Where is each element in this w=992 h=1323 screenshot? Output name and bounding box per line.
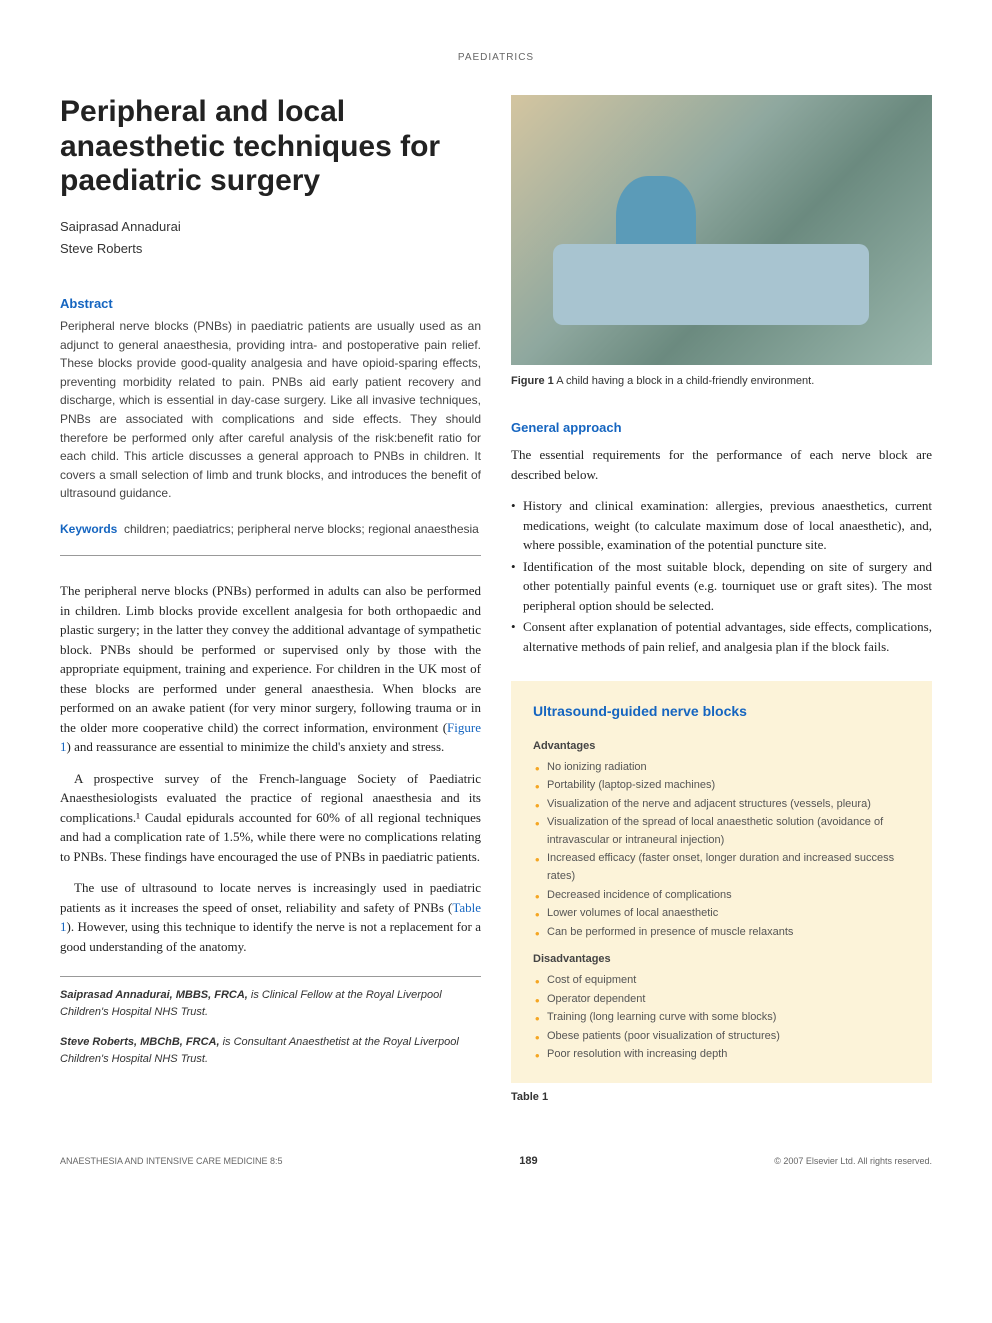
list-item: Poor resolution with increasing depth <box>533 1046 910 1064</box>
authors-block: Saiprasad Annadurai Steve Roberts <box>60 217 481 259</box>
info-box-title: Ultrasound-guided nerve blocks <box>533 701 910 722</box>
article-title: Peripheral and local anaesthetic techniq… <box>60 95 481 199</box>
author-name: Saiprasad Annadurai <box>60 217 481 237</box>
page-number: 189 <box>519 1153 537 1170</box>
author-bio: Saiprasad Annadurai, MBBS, FRCA, is Clin… <box>60 987 481 1020</box>
right-column: Figure 1 A child having a block in a chi… <box>511 95 932 1105</box>
author-bio: Steve Roberts, MBChB, FRCA, is Consultan… <box>60 1034 481 1067</box>
list-item: Identification of the most suitable bloc… <box>511 557 932 616</box>
keywords-block: Keywords children; paediatrics; peripher… <box>60 519 481 539</box>
author-bios: Saiprasad Annadurai, MBBS, FRCA, is Clin… <box>60 976 481 1067</box>
body-paragraph: A prospective survey of the French-langu… <box>60 769 481 867</box>
disadvantages-list: Cost of equipment Operator dependent Tra… <box>533 972 910 1064</box>
approach-list: History and clinical examination: allerg… <box>511 496 932 656</box>
footer-copyright: © 2007 Elsevier Ltd. All rights reserved… <box>774 1155 932 1169</box>
list-item: No ionizing radiation <box>533 759 910 777</box>
section-heading: General approach <box>511 418 932 438</box>
list-item: Can be performed in presence of muscle r… <box>533 924 910 942</box>
category-header: PAEDIATRICS <box>60 50 932 65</box>
figure-caption: Figure 1 A child having a block in a chi… <box>511 373 932 390</box>
list-item: Visualization of the spread of local ana… <box>533 814 910 849</box>
body-paragraph: The use of ultrasound to locate nerves i… <box>60 878 481 956</box>
figure-label: Figure 1 <box>511 375 554 387</box>
bio-name: Saiprasad Annadurai, MBBS, FRCA, <box>60 989 248 1001</box>
para-text: The use of ultrasound to locate nerves i… <box>60 880 481 915</box>
abstract-heading: Abstract <box>60 294 481 314</box>
abstract-text: Peripheral nerve blocks (PNBs) in paedia… <box>60 317 481 503</box>
list-item: Decreased incidence of complications <box>533 887 910 905</box>
list-item: Portability (laptop-sized machines) <box>533 777 910 795</box>
page-footer: ANAESTHESIA AND INTENSIVE CARE MEDICINE … <box>60 1145 932 1170</box>
list-item: Obese patients (poor visualization of st… <box>533 1028 910 1046</box>
list-item: Lower volumes of local anaesthetic <box>533 905 910 923</box>
left-column: Peripheral and local anaesthetic techniq… <box>60 95 481 1105</box>
section-intro: The essential requirements for the perfo… <box>511 445 932 484</box>
info-box: Ultrasound-guided nerve blocks Advantage… <box>511 681 932 1083</box>
keywords-label: Keywords <box>60 522 117 536</box>
list-item: Operator dependent <box>533 991 910 1009</box>
list-item: Visualization of the nerve and adjacent … <box>533 796 910 814</box>
list-item: Increased efficacy (faster onset, longer… <box>533 850 910 885</box>
list-item: Training (long learning curve with some … <box>533 1009 910 1027</box>
para-text: The peripheral nerve blocks (PNBs) perfo… <box>60 583 481 735</box>
bio-name: Steve Roberts, MBChB, FRCA, <box>60 1036 220 1048</box>
figure-image <box>511 95 932 365</box>
advantages-heading: Advantages <box>533 738 910 755</box>
para-text: ) and reassurance are essential to minim… <box>67 739 445 754</box>
body-paragraph: The peripheral nerve blocks (PNBs) perfo… <box>60 581 481 757</box>
divider <box>60 555 481 556</box>
list-item: Cost of equipment <box>533 972 910 990</box>
table-label: Table 1 <box>511 1089 932 1106</box>
list-item: History and clinical examination: allerg… <box>511 496 932 555</box>
list-item: Consent after explanation of potential a… <box>511 617 932 656</box>
keywords-values: children; paediatrics; peripheral nerve … <box>124 522 479 536</box>
advantages-list: No ionizing radiation Portability (lapto… <box>533 759 910 942</box>
figure-caption-text: A child having a block in a child-friend… <box>554 375 814 387</box>
footer-journal: ANAESTHESIA AND INTENSIVE CARE MEDICINE … <box>60 1155 283 1169</box>
disadvantages-heading: Disadvantages <box>533 951 910 968</box>
author-name: Steve Roberts <box>60 239 481 259</box>
para-text: ). However, using this technique to iden… <box>60 919 481 954</box>
